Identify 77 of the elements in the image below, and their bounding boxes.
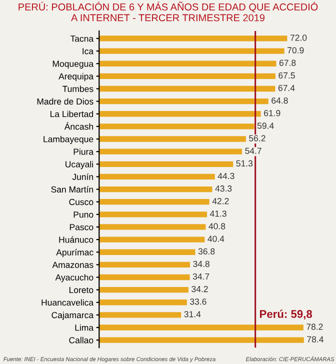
data-label: 34.8 — [193, 260, 210, 268]
data-label: 67.8 — [279, 60, 296, 66]
y-tick-label: Cusco — [69, 198, 94, 206]
y-tick-label: Amazonas — [52, 262, 94, 268]
bar — [99, 324, 304, 330]
data-label: 36.8 — [198, 248, 215, 254]
bar — [99, 312, 182, 318]
bar — [99, 199, 210, 205]
data-label: 43.3 — [215, 185, 232, 192]
data-label: 33.6 — [190, 298, 206, 305]
bar — [99, 161, 234, 167]
bar — [99, 48, 284, 54]
data-label: 31.4 — [184, 311, 201, 318]
data-label: 51.3 — [236, 160, 253, 166]
chart-title: PERÚ: POBLACIÓN DE 6 Y MÁS AÑOS DE EDAD QUE ACCEDIÓ A INTERNET - TERCER TRIMESTRE 2019 — [18, 2, 318, 22]
bar — [99, 274, 190, 280]
y-tick-label: Pasco — [70, 224, 94, 230]
bar — [99, 36, 288, 42]
bar — [99, 300, 187, 306]
bar — [99, 262, 190, 268]
data-label: 59.4 — [257, 122, 274, 129]
bar — [99, 136, 246, 142]
bar — [99, 224, 206, 230]
y-tick-label: Cajamarca — [52, 312, 94, 320]
data-label: 67.4 — [278, 84, 295, 92]
data-label: 78.4 — [307, 336, 324, 342]
data-label: 70.9 — [288, 47, 304, 54]
data-label: 72.0 — [290, 34, 307, 41]
bar — [99, 111, 261, 117]
y-tick-label: Áncash — [64, 122, 93, 130]
data-label: 67.5 — [278, 72, 295, 79]
bar — [99, 337, 304, 343]
y-tick-label: Tacna — [70, 36, 94, 42]
data-label: 42.2 — [212, 198, 229, 204]
y-tick-label: Tumbes — [62, 86, 94, 92]
data-label: 40.8 — [208, 223, 226, 230]
y-tick-label: San Martín — [51, 186, 93, 193]
data-label: 41.3 — [210, 210, 226, 217]
y-tick-label: Ucayali — [66, 160, 93, 170]
y-tick-label: Loreto — [69, 286, 94, 294]
data-label: 34.7 — [192, 273, 210, 280]
y-tick-label: Apurímac — [56, 248, 94, 258]
bar — [99, 286, 188, 293]
bar — [99, 86, 276, 92]
bar — [99, 98, 268, 104]
data-label: 61.9 — [264, 110, 280, 116]
data-label: 54.7 — [245, 148, 262, 154]
bar — [99, 60, 276, 66]
y-tick-label: Huánuco — [59, 236, 94, 243]
bar — [99, 236, 205, 242]
y-tick-label: Ayacucho — [55, 274, 94, 282]
ref-line-label: Perú: 59,8 — [260, 310, 312, 320]
bar — [99, 186, 212, 192]
y-tick-label: Junín — [72, 173, 93, 180]
bar — [99, 148, 242, 154]
data-label: 44.3 — [218, 172, 234, 180]
bar — [99, 124, 254, 130]
y-tick-label: Lima — [75, 324, 94, 331]
y-tick-label: Puno — [74, 212, 94, 218]
data-label: 56.2 — [249, 135, 266, 142]
data-label: 78.2 — [306, 324, 323, 330]
y-tick-label: Ica — [82, 48, 94, 54]
bar — [99, 212, 208, 218]
y-tick-label: Moquegua — [52, 60, 94, 69]
y-tick-label: Piura — [74, 148, 94, 155]
bar — [99, 73, 276, 80]
data-label: 40.4 — [208, 236, 224, 242]
data-label: 64.8 — [272, 97, 288, 104]
y-tick-label: Madre de Dios — [37, 98, 94, 105]
bar — [99, 174, 215, 180]
bar — [99, 249, 196, 255]
y-tick-label: Lambayeque — [44, 136, 94, 144]
y-tick-label: Callao — [69, 336, 94, 344]
y-tick-label: Arequipa — [58, 73, 94, 82]
y-tick-label: Huancavelica — [42, 299, 94, 306]
y-tick-label: La Libertad — [50, 110, 94, 118]
data-label: 34.2 — [192, 286, 208, 292]
